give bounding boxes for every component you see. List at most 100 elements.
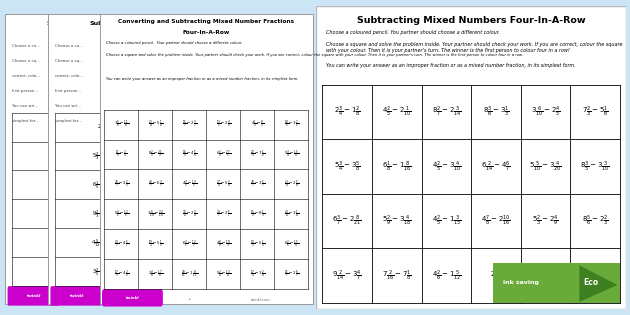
Text: simplest for…: simplest for… [55,118,82,123]
Text: $\frac{28}{7}-3\frac{5}{7}$: $\frac{28}{7}-3\frac{5}{7}$ [249,179,265,190]
Text: $11\frac{3}{5}-7$: $11\frac{3}{5}-7$ [48,179,69,191]
Text: twinkl: twinkl [125,296,139,300]
Text: $\frac{22}{3}-7\frac{1}{2}$: $\frac{22}{3}-7\frac{1}{2}$ [249,149,265,160]
FancyBboxPatch shape [8,286,59,306]
Text: $\frac{26}{7}-2\frac{2}{5}$: $\frac{26}{7}-2\frac{2}{5}$ [113,179,129,190]
Text: $3\frac{5}{6}-\frac{11}{6}$: $3\frac{5}{6}-\frac{11}{6}$ [113,119,129,130]
FancyBboxPatch shape [316,6,626,309]
Text: $7\frac{2}{16}-7\frac{1}{8}$: $7\frac{2}{16}-7\frac{1}{8}$ [382,268,412,283]
Text: $1\frac{2}{3}-1$: $1\frac{2}{3}-1$ [50,237,67,249]
Text: $\frac{10}{3}-5\frac{1}{3}$: $\frac{10}{3}-5\frac{1}{3}$ [249,239,265,250]
Text: $\frac{27}{4}-5\frac{3}{4}$: $\frac{27}{4}-5\frac{3}{4}$ [215,179,231,190]
Text: $2\frac{2}{3}-1$: $2\frac{2}{3}-1$ [50,121,67,133]
Text: $6\frac{3}{5}-\frac{12}{7}$: $6\frac{3}{5}-\frac{12}{7}$ [181,239,197,250]
Text: correct, colo…: correct, colo… [12,74,40,78]
Text: twinkl: twinkl [26,294,42,298]
Text: $\frac{18}{5}-3\frac{2}{5}$: $\frac{18}{5}-3\frac{2}{5}$ [284,119,299,130]
Text: $\frac{23}{8}-2\frac{5}{8}$: $\frac{23}{8}-2\frac{5}{8}$ [284,179,299,190]
Text: $\frac{13}{5}-2\frac{3}{5}$: $\frac{13}{5}-2\frac{3}{5}$ [215,119,231,130]
Text: first person…: first person… [12,89,38,93]
Text: $\frac{24}{7}-2\frac{5}{7}$: $\frac{24}{7}-2\frac{5}{7}$ [215,209,231,220]
FancyBboxPatch shape [50,286,102,306]
Text: You can write your answer as an improper fraction or as a mixed number fraction,: You can write your answer as an improper… [326,63,575,68]
Text: $5\frac{2}{9}-3\frac{4}{18}$: $5\frac{2}{9}-3\frac{4}{18}$ [382,214,412,228]
Text: $4\frac{2}{5}-1\frac{3}{15}$: $4\frac{2}{5}-1\frac{3}{15}$ [432,214,461,228]
Text: Choose a co…: Choose a co… [55,44,83,48]
Text: $8\frac{3}{6}-3\frac{1}{3}$: $8\frac{3}{6}-3\frac{1}{3}$ [483,105,509,119]
Text: $4\frac{5}{12}-4$: $4\frac{5}{12}-4$ [91,237,112,249]
Text: $6\frac{2}{5}-\frac{15}{4}$: $6\frac{2}{5}-\frac{15}{4}$ [284,239,299,250]
Text: $3\frac{2}{5}-2$: $3\frac{2}{5}-2$ [93,266,110,278]
Text: Converting and Subtracting Mixed Number Fractions: Converting and Subtracting Mixed Number … [118,19,294,24]
Text: Eco: Eco [583,278,598,287]
Text: $5\frac{4}{5}-\frac{12}{5}$: $5\frac{4}{5}-\frac{12}{5}$ [113,209,129,220]
Text: $\frac{15}{7}-2\frac{3}{7}$: $\frac{15}{7}-2\frac{3}{7}$ [181,119,197,130]
Text: $\frac{23}{4}-5\frac{1}{4}$: $\frac{23}{4}-5\frac{1}{4}$ [147,119,163,130]
Text: $6\frac{3}{5}-\frac{27}{5}$: $6\frac{3}{5}-\frac{27}{5}$ [215,149,231,160]
Text: $4\frac{2}{5}-2\frac{1}{10}$: $4\frac{2}{5}-2\frac{1}{10}$ [382,105,412,119]
Text: $5\frac{2}{4}-\frac{13}{4}$: $5\frac{2}{4}-\frac{13}{4}$ [215,269,231,280]
Text: Four-In-A-Row: Four-In-A-Row [183,30,230,35]
Text: $\frac{15}{3}-8\frac{1}{3}$: $\frac{15}{3}-8\frac{1}{3}$ [249,209,265,220]
Text: $\frac{11}{3}-\frac{2}{3}$: $\frac{11}{3}-\frac{2}{3}$ [115,149,128,160]
Text: $4\frac{2}{6}-1\frac{5}{12}$: $4\frac{2}{6}-1\frac{5}{12}$ [432,268,461,283]
Text: $2\frac{3}{5}$: $2\frac{3}{5}$ [97,121,105,133]
Text: Choose a sq…: Choose a sq… [55,59,83,63]
Text: $8\frac{5}{6}-2\frac{2}{3}$: $8\frac{5}{6}-2\frac{2}{3}$ [582,214,609,228]
FancyBboxPatch shape [5,14,111,304]
Text: You can wri…: You can wri… [12,104,38,108]
Text: $5\frac{2}{3}-2\frac{4}{9}$: $5\frac{2}{3}-2\frac{4}{9}$ [532,214,559,228]
Text: $6\frac{1}{5}-2$: $6\frac{1}{5}-2$ [93,179,110,191]
Text: Choose a sq…: Choose a sq… [12,59,40,63]
Text: $\frac{40}{7}-4\frac{5}{7}$: $\frac{40}{7}-4\frac{5}{7}$ [113,239,129,250]
Text: $\frac{17}{4}-3\frac{2}{4}$: $\frac{17}{4}-3\frac{2}{4}$ [249,269,265,280]
Text: $\frac{30}{4}-2\frac{3}{4}$: $\frac{30}{4}-2\frac{3}{4}$ [181,209,197,220]
Text: $5\frac{2}{3}-3$: $5\frac{2}{3}-3$ [92,150,110,162]
Text: $6\frac{3}{7}-2\frac{8}{21}$: $6\frac{3}{7}-2\frac{8}{21}$ [333,214,362,228]
Text: $7\frac{2}{3}-5\frac{1}{6}$: $7\frac{2}{3}-5\frac{1}{6}$ [582,105,609,119]
Text: $3\frac{6}{10}-2\frac{4}{5}$: $3\frac{6}{10}-2\frac{4}{5}$ [530,105,561,119]
FancyBboxPatch shape [102,289,163,306]
Text: $5\frac{3}{4}-\frac{15}{4}$: $5\frac{3}{4}-\frac{15}{4}$ [284,149,299,160]
Text: $9\frac{2}{3}-1$: $9\frac{2}{3}-1$ [93,208,110,220]
Text: Subtracting Mixed Numbers Four-In-A-Row: Subtracting Mixed Numbers Four-In-A-Row [357,16,585,25]
Text: $8\frac{2}{7}-2\frac{3}{14}$: $8\frac{2}{7}-2\frac{3}{14}$ [432,105,461,119]
Text: You can wri…: You can wri… [55,104,81,108]
Text: $3\frac{6}{10}-\frac{22}{10}$: $3\frac{6}{10}-\frac{22}{10}$ [147,209,164,220]
Text: $6\frac{2}{14}-4\frac{6}{7}$: $6\frac{2}{14}-4\frac{6}{7}$ [481,159,511,174]
Text: ink saving: ink saving [503,280,539,285]
Text: $4\frac{3}{5}-\frac{13}{5}$: $4\frac{3}{5}-\frac{13}{5}$ [181,179,197,190]
Text: Choose a co…: Choose a co… [12,44,40,48]
Text: •: • [187,297,191,302]
Text: Choose a coloured pencil.  Your partner should choose a different colour.: Choose a coloured pencil. Your partner s… [106,41,243,45]
Text: twinkl.com: twinkl.com [251,298,270,302]
Text: $4\frac{2}{5}-3\frac{4}{10}$: $4\frac{2}{5}-3\frac{4}{10}$ [432,159,461,174]
Text: $\frac{19}{3}-5\frac{1}{3}$: $\frac{19}{3}-5\frac{1}{3}$ [147,239,163,250]
Text: $\frac{15}{7}-2\frac{6}{7}$: $\frac{15}{7}-2\frac{6}{7}$ [284,269,299,280]
Text: $2\frac{11}{18}$: $2\frac{11}{18}$ [490,268,502,283]
Text: $4\frac{7}{8}-2\frac{10}{16}$: $4\frac{7}{8}-2\frac{10}{16}$ [481,214,511,228]
Text: $4\frac{1}{3}-\frac{8}{3}$: $4\frac{1}{3}-\frac{8}{3}$ [251,119,264,130]
Text: Subt…: Subt… [89,21,113,26]
Text: $9\frac{1}{3}-3$: $9\frac{1}{3}-3$ [49,150,67,162]
Polygon shape [580,265,617,302]
Text: twinkl: twinkl [69,294,84,298]
Text: $6\frac{1}{8}-1\frac{8}{16}$: $6\frac{1}{8}-1\frac{8}{16}$ [382,159,412,174]
Text: $5\frac{5}{10}-3\frac{4}{20}$: $5\frac{5}{10}-3\frac{4}{20}$ [529,159,562,174]
Text: $\frac{28}{11}-1\frac{8}{11}$: $\frac{28}{11}-1\frac{8}{11}$ [181,269,198,280]
Text: $\frac{24}{4}-3\frac{1}{4}$: $\frac{24}{4}-3\frac{1}{4}$ [284,209,299,220]
Text: first person…: first person… [55,89,81,93]
Text: $\frac{49}{7}-6\frac{3}{7}$: $\frac{49}{7}-6\frac{3}{7}$ [147,179,163,190]
Text: $\frac{17}{3}-4\frac{2}{3}$: $\frac{17}{3}-4\frac{2}{3}$ [113,269,129,280]
FancyBboxPatch shape [48,14,154,304]
Text: $9\frac{2}{14}-3\frac{4}{7}$: $9\frac{2}{14}-3\frac{4}{7}$ [333,268,362,283]
Text: $5\frac{6}{7}-2$: $5\frac{6}{7}-2$ [50,266,67,278]
Text: $5\frac{3}{4}-3\frac{5}{8}$: $5\frac{3}{4}-3\frac{5}{8}$ [334,159,360,174]
FancyBboxPatch shape [100,14,313,304]
Text: $8\frac{1}{4}-4$: $8\frac{1}{4}-4$ [49,208,67,220]
Text: Subt…: Subt… [47,21,70,26]
Text: $2\frac{3}{6}-\frac{17}{6}$: $2\frac{3}{6}-\frac{17}{6}$ [147,269,163,280]
Text: $8\frac{2}{3}-\frac{21}{3}$: $8\frac{2}{3}-\frac{21}{3}$ [147,149,163,160]
Text: $\frac{16}{3}-4\frac{5}{6}$: $\frac{16}{3}-4\frac{5}{6}$ [181,149,197,160]
Text: $2\frac{3}{4}-1\frac{2}{8}$: $2\frac{3}{4}-1\frac{2}{8}$ [334,105,360,119]
